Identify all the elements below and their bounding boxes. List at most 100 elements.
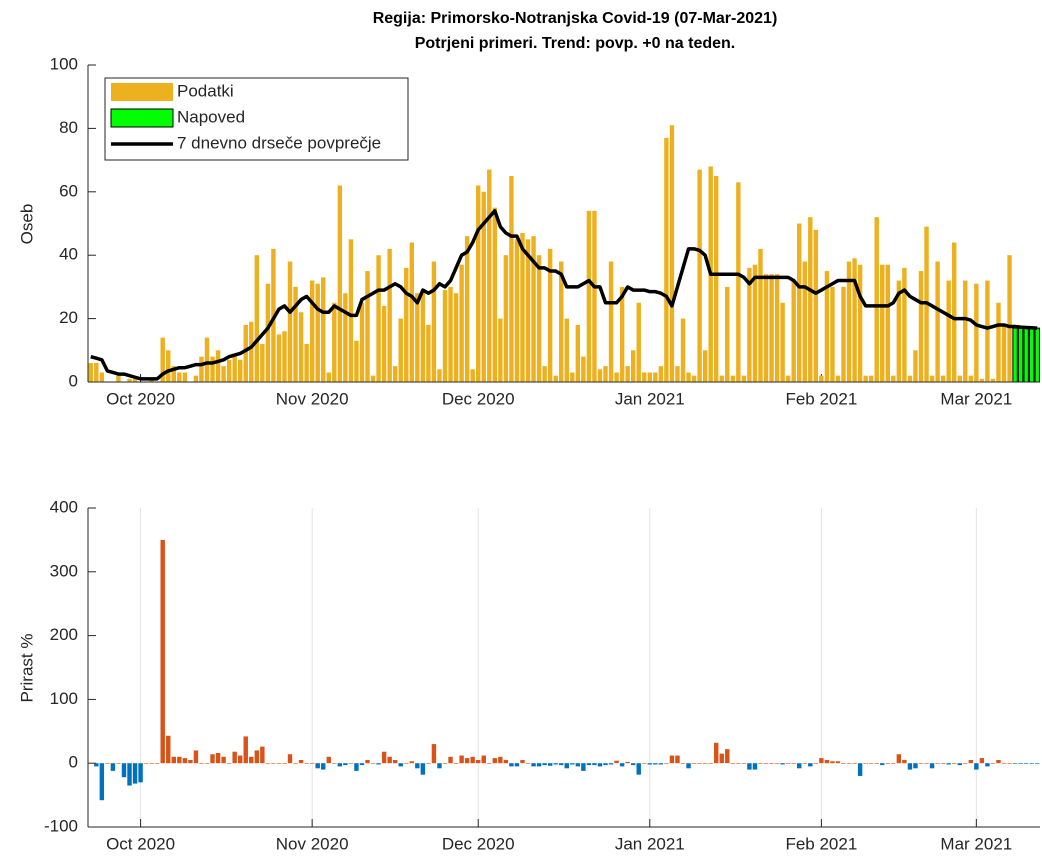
bar: [597, 369, 603, 382]
bar: [464, 758, 470, 764]
y-tick-label: -100: [44, 816, 78, 835]
bar: [664, 137, 669, 382]
bar: [797, 763, 802, 769]
x-tick-label: Nov 2020: [276, 389, 349, 408]
bar: [963, 763, 968, 764]
legend-label: 7 dnevno drseče povprečje: [177, 133, 381, 152]
bar: [271, 763, 276, 764]
bar: [608, 261, 614, 382]
chart-title: Regija: Primorsko-Notranjska Covid-19 (0…: [373, 10, 778, 27]
bar: [525, 763, 531, 764]
bar: [979, 378, 985, 382]
bar: [907, 763, 913, 770]
bar: [132, 763, 138, 784]
bar: [1007, 763, 1012, 764]
bar: [376, 763, 381, 765]
bar: [359, 763, 365, 766]
bar: [702, 763, 708, 764]
bar: [647, 763, 653, 765]
bar: [863, 763, 868, 764]
bar: [210, 754, 215, 764]
bar: [1029, 763, 1034, 764]
bar: [182, 758, 188, 764]
bar: [531, 763, 536, 767]
bar: [763, 274, 769, 382]
bar: [116, 763, 121, 764]
bar: [282, 331, 287, 382]
bar: [343, 763, 348, 766]
bar: [780, 302, 785, 382]
bar: [808, 217, 813, 382]
bar: [343, 293, 348, 382]
bar: [885, 264, 891, 382]
bar: [210, 356, 215, 382]
bar: [149, 763, 154, 764]
bar: [177, 756, 182, 764]
bar: [885, 763, 891, 764]
x-tick-label: Oct 2020: [106, 389, 175, 408]
bar: [215, 752, 221, 764]
bar: [857, 264, 863, 382]
bar: [453, 293, 459, 382]
bar: [105, 763, 110, 764]
bar: [891, 375, 896, 382]
bar: [498, 756, 503, 764]
bar: [287, 754, 293, 764]
x-tick-label: Oct 2020: [106, 834, 175, 853]
bar: [1028, 327, 1035, 383]
bar: [99, 763, 105, 801]
bar: [420, 293, 426, 382]
bar: [575, 324, 581, 382]
bar: [592, 210, 597, 382]
bar: [929, 763, 935, 769]
x-tick-label: Dec 2020: [442, 834, 515, 853]
bar: [110, 763, 116, 771]
y-tick-label: 20: [59, 308, 78, 327]
legend-label: Podatki: [177, 81, 234, 100]
bar: [509, 175, 514, 382]
bar: [619, 286, 625, 382]
bar: [841, 286, 846, 382]
bar: [758, 248, 763, 382]
bar: [392, 760, 398, 764]
bar: [603, 763, 608, 766]
bar: [260, 746, 265, 764]
bar: [193, 750, 199, 764]
bar: [536, 255, 542, 382]
y-tick-label: 0: [69, 371, 78, 390]
bar: [1001, 763, 1007, 764]
bar: [752, 763, 758, 770]
bar: [309, 280, 315, 382]
bar: [304, 343, 309, 382]
bar: [774, 763, 780, 764]
bar: [94, 763, 99, 767]
bar: [957, 763, 962, 766]
bar: [520, 760, 525, 764]
bar: [127, 763, 132, 786]
bar: [813, 763, 819, 764]
bar: [691, 375, 697, 382]
x-tick-label: Jan 2021: [615, 389, 685, 408]
bar: [88, 362, 93, 382]
bar: [409, 242, 415, 382]
bar: [431, 744, 437, 764]
bar: [542, 763, 547, 766]
bar: [1023, 763, 1029, 764]
bar: [669, 125, 675, 382]
bar: [924, 763, 929, 764]
bar: [232, 353, 237, 382]
bar: [769, 763, 774, 764]
chart-subtitle: Potrjeni primeri. Trend: povp. +0 na ted…: [415, 35, 736, 52]
bar: [874, 763, 879, 764]
bar: [387, 248, 392, 382]
x-tick-label: Mar 2021: [940, 389, 1012, 408]
bar: [448, 756, 453, 764]
bar: [459, 755, 464, 764]
bar: [1018, 763, 1023, 764]
bar: [1034, 327, 1040, 383]
bar: [736, 763, 741, 764]
bar: [453, 763, 459, 764]
bar: [935, 763, 940, 764]
y-tick-label: 100: [50, 689, 78, 708]
